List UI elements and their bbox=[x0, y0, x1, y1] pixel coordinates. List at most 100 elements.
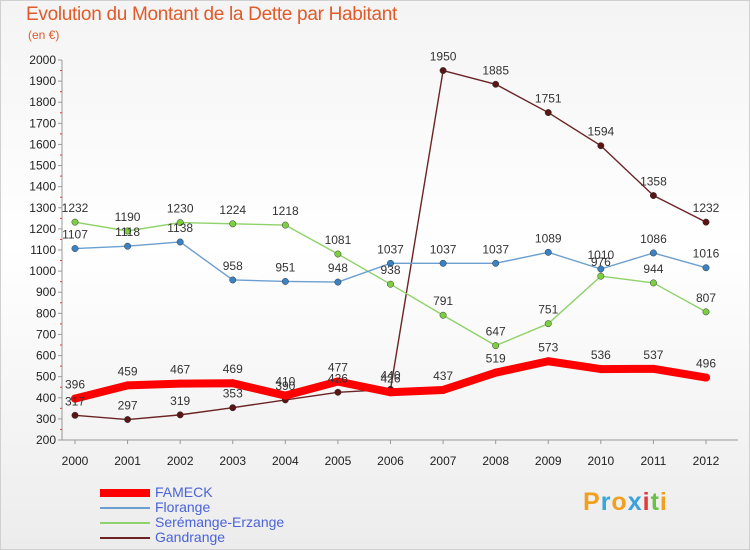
data-point-fameck bbox=[123, 381, 132, 390]
data-label-gandrange: 1594 bbox=[587, 125, 614, 139]
x-tick-label: 2010 bbox=[587, 454, 614, 468]
data-label-fameck: 459 bbox=[118, 364, 138, 378]
data-point-ser-mange-erzange bbox=[439, 311, 447, 319]
data-point-florange bbox=[544, 248, 552, 256]
legend-label-seremange-erzange: Serémange-Erzange bbox=[155, 514, 285, 530]
data-point-gandrange bbox=[492, 80, 500, 88]
logo-letter: i bbox=[659, 488, 668, 516]
data-label-fameck: 467 bbox=[170, 363, 190, 377]
data-point-florange bbox=[229, 276, 237, 284]
data-point-gandrange bbox=[176, 411, 184, 419]
data-label-ser-mange-erzange: 1230 bbox=[167, 202, 194, 216]
y-tick-label: 2000 bbox=[29, 53, 56, 67]
data-point-ser-mange-erzange bbox=[702, 308, 710, 316]
x-tick-label: 2012 bbox=[693, 454, 720, 468]
data-label-florange: 1010 bbox=[587, 248, 614, 262]
data-label-gandrange: 317 bbox=[65, 394, 85, 408]
data-label-florange: 1118 bbox=[115, 225, 140, 239]
data-label-gandrange: 1751 bbox=[535, 92, 562, 106]
x-tick-label: 2001 bbox=[114, 454, 141, 468]
data-label-gandrange: 1950 bbox=[430, 50, 457, 64]
data-point-florange bbox=[176, 238, 184, 246]
data-label-gandrange: 297 bbox=[118, 399, 138, 413]
x-tick-label: 2007 bbox=[430, 454, 457, 468]
x-tick-label: 2002 bbox=[167, 454, 194, 468]
data-label-florange: 1138 bbox=[167, 221, 193, 235]
data-point-fameck bbox=[71, 394, 79, 403]
data-point-gandrange bbox=[71, 411, 79, 419]
series-layer bbox=[71, 67, 710, 423]
data-point-gandrange bbox=[334, 388, 342, 396]
legend-item-fameck: FAMECK bbox=[100, 484, 420, 501]
legend-swatch-fameck bbox=[100, 489, 150, 497]
data-point-ser-mange-erzange bbox=[649, 279, 657, 287]
x-tick-label: 2008 bbox=[482, 454, 509, 468]
data-label-fameck: 469 bbox=[223, 362, 243, 376]
legend-label-gandrange: Gandrange bbox=[155, 529, 226, 545]
x-tick-label: 2003 bbox=[219, 454, 246, 468]
data-label-fameck: 410 bbox=[275, 375, 295, 389]
data-point-fameck bbox=[649, 364, 658, 373]
data-point-fameck bbox=[281, 391, 290, 400]
data-point-ser-mange-erzange bbox=[71, 218, 79, 226]
y-tick-label: 900 bbox=[36, 285, 56, 299]
data-label-florange: 1037 bbox=[482, 242, 509, 256]
data-point-ser-mange-erzange bbox=[124, 227, 132, 235]
legend-swatch-gandrange bbox=[100, 537, 150, 539]
y-tick-label: 600 bbox=[36, 349, 56, 363]
legend-label-florange: Florange bbox=[155, 499, 211, 515]
data-point-ser-mange-erzange bbox=[176, 219, 184, 227]
data-point-fameck bbox=[386, 388, 395, 397]
data-point-florange bbox=[649, 249, 657, 257]
data-point-florange bbox=[71, 245, 79, 252]
data-label-fameck: 426 bbox=[380, 371, 400, 385]
data-label-florange: 1107 bbox=[62, 228, 88, 242]
data-point-gandrange bbox=[649, 192, 657, 199]
data-point-florange bbox=[387, 259, 394, 267]
y-tick-label: 300 bbox=[36, 412, 56, 426]
data-label-florange: 1089 bbox=[535, 231, 562, 245]
y-tick-label: 1200 bbox=[29, 222, 56, 236]
data-point-florange bbox=[492, 259, 500, 267]
data-point-gandrange bbox=[544, 109, 552, 117]
y-tick-label: 700 bbox=[36, 327, 56, 341]
legend-item-seremange-erzange: Serémange-Erzange bbox=[100, 514, 420, 531]
data-label-ser-mange-erzange: 791 bbox=[433, 294, 453, 308]
y-tick-label: 1800 bbox=[29, 95, 56, 109]
data-point-ser-mange-erzange bbox=[597, 272, 605, 280]
data-label-florange: 951 bbox=[275, 260, 295, 274]
y-tick-label: 500 bbox=[36, 370, 56, 384]
data-label-ser-mange-erzange: 1224 bbox=[219, 203, 246, 217]
logo-letter: o bbox=[611, 488, 628, 516]
legend-item-gandrange: Gandrange bbox=[100, 529, 420, 546]
data-label-ser-mange-erzange: 976 bbox=[591, 255, 611, 269]
data-point-fameck bbox=[176, 379, 185, 388]
data-label-gandrange: 1885 bbox=[482, 63, 509, 77]
data-point-florange bbox=[334, 278, 342, 286]
data-label-ser-mange-erzange: 807 bbox=[696, 291, 716, 305]
data-label-ser-mange-erzange: 1232 bbox=[62, 201, 89, 215]
data-label-fameck: 519 bbox=[486, 352, 506, 366]
y-tick-label: 1700 bbox=[29, 116, 56, 130]
y-tick-label: 1300 bbox=[29, 201, 56, 215]
data-point-ser-mange-erzange bbox=[492, 342, 500, 350]
data-point-ser-mange-erzange bbox=[544, 320, 552, 328]
chart-unit-label: (en €) bbox=[28, 28, 60, 42]
logo-letter: x bbox=[627, 488, 643, 516]
data-label-florange: 948 bbox=[328, 261, 348, 275]
data-label-florange: 1086 bbox=[640, 232, 667, 246]
legend-label-fameck: FAMECK bbox=[155, 484, 213, 500]
y-tick-label: 1900 bbox=[29, 74, 56, 88]
data-point-florange bbox=[439, 259, 447, 267]
data-point-gandrange bbox=[124, 416, 132, 423]
data-label-gandrange: 390 bbox=[275, 379, 295, 393]
y-tick-label: 1000 bbox=[29, 264, 56, 278]
logo-letter: i bbox=[642, 488, 651, 516]
data-label-ser-mange-erzange: 1218 bbox=[272, 204, 299, 218]
x-tick-label: 2011 bbox=[641, 454, 667, 468]
y-tick-label: 1500 bbox=[29, 159, 56, 173]
data-point-gandrange bbox=[597, 142, 605, 150]
legend-swatch-florange bbox=[100, 507, 150, 509]
